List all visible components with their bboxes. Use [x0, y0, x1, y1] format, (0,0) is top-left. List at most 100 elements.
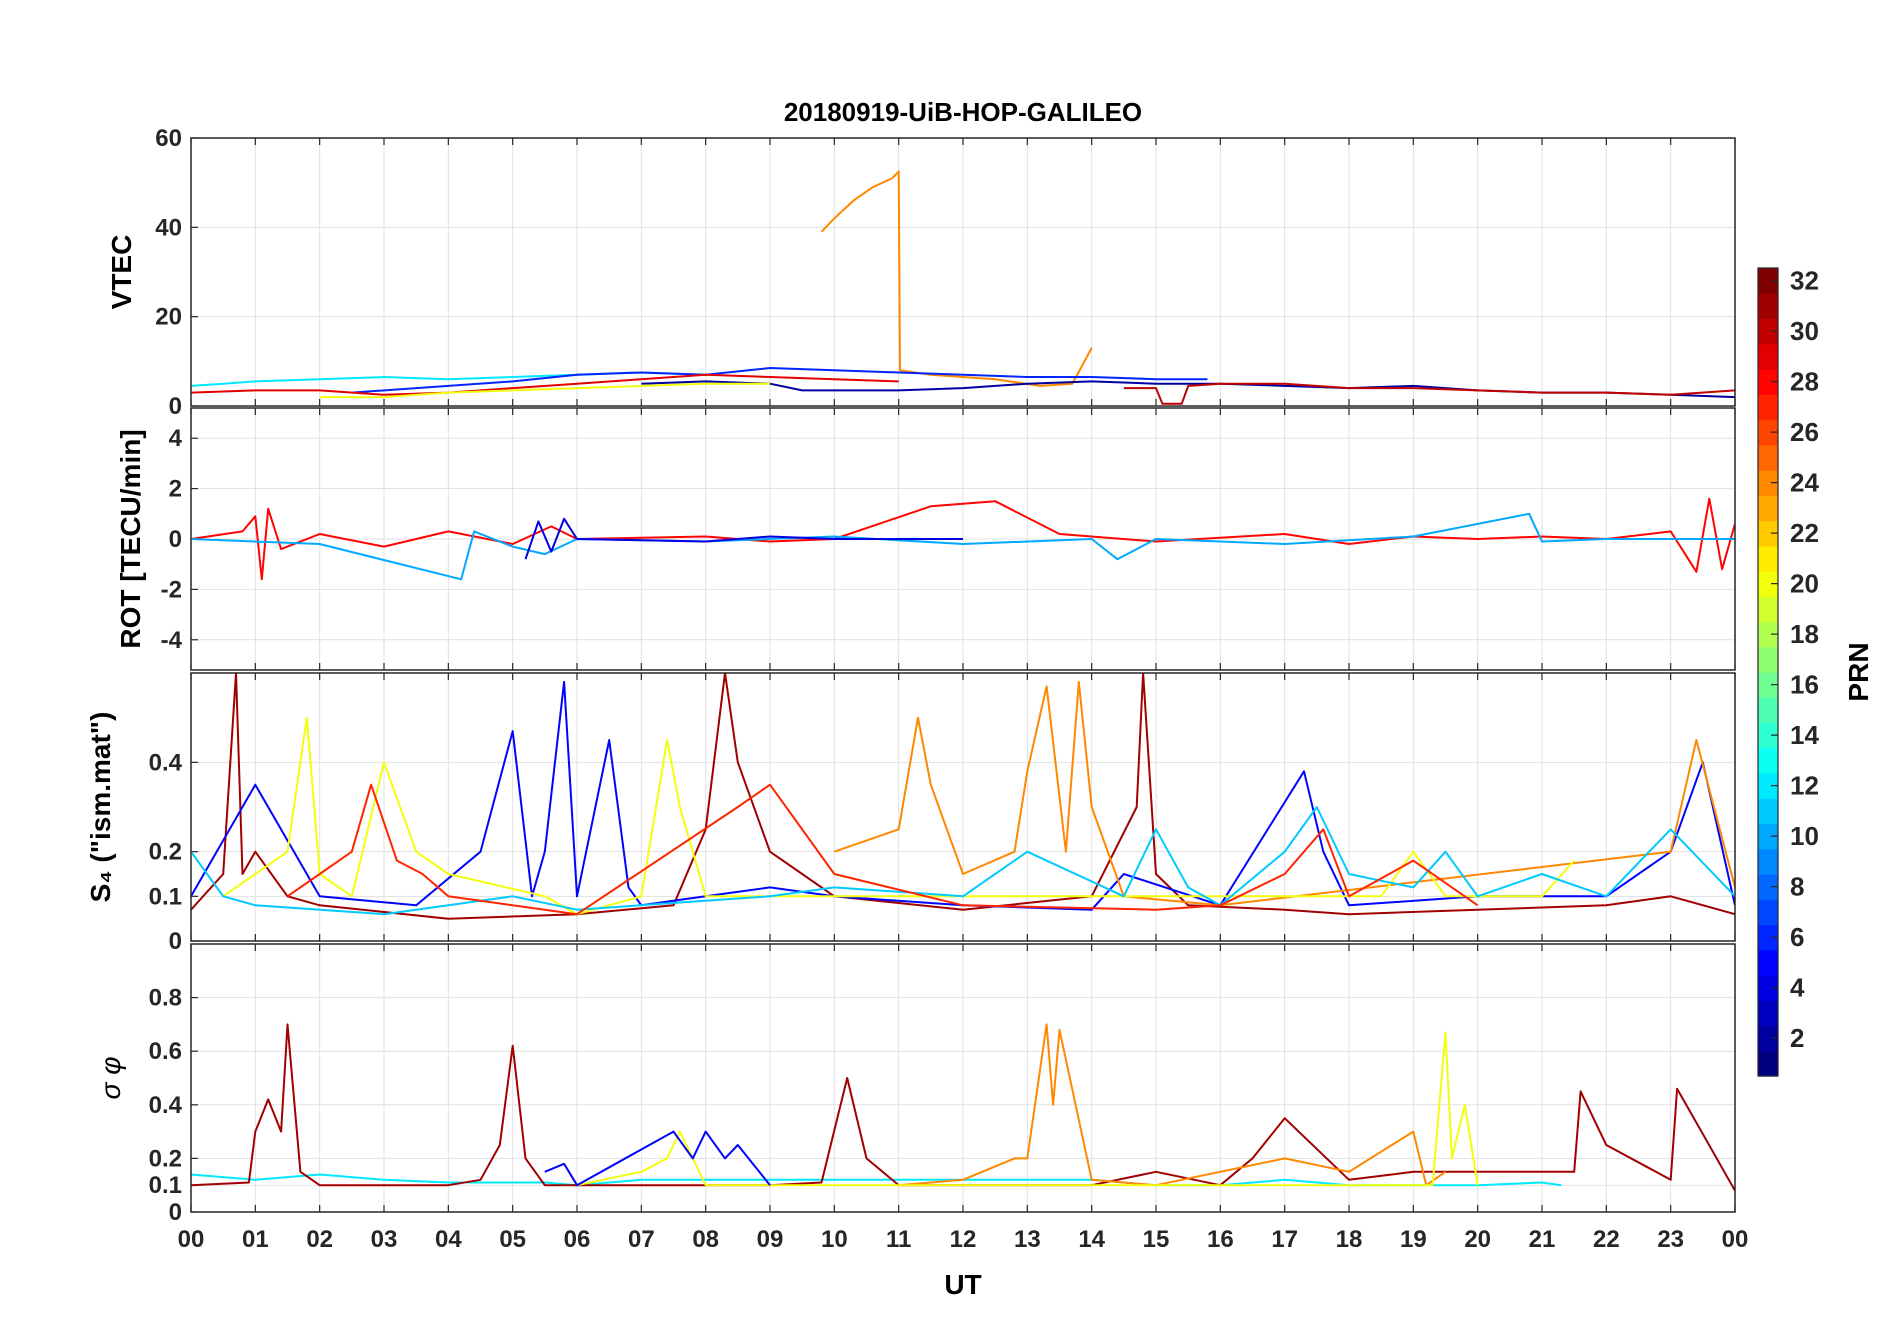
x-tick-label: 08: [692, 1226, 719, 1253]
colorbar-tick-label: 4: [1790, 973, 1805, 1003]
colorbar-cell-prn-23: [1758, 495, 1778, 522]
rot-ytick-label: -2: [161, 576, 182, 603]
colorbar-cell-prn-21: [1758, 545, 1778, 572]
colorbar-cell-prn-13: [1758, 747, 1778, 774]
x-tick-label: 17: [1271, 1226, 1298, 1253]
s4-ylabel: S₄ ("ism.mat"): [85, 712, 116, 903]
x-tick-label: 20: [1464, 1226, 1491, 1253]
x-tick-label: 00: [1722, 1226, 1749, 1253]
rot-ytick-label: -4: [161, 627, 183, 654]
s4-series-prn-27: [286, 783, 1479, 916]
x-tick-label: 14: [1078, 1226, 1105, 1253]
colorbar-cell-prn-18: [1758, 621, 1778, 648]
colorbar-tick-label: 6: [1790, 922, 1804, 952]
rot-ylabel: ROT [TECU/min]: [115, 429, 146, 648]
x-tick-label: 04: [435, 1226, 462, 1253]
colorbar-tick-label: 8: [1790, 872, 1804, 902]
rot-ytick-label: 0: [169, 526, 182, 553]
s4-series-prn-31: [191, 673, 1735, 920]
colorbar-cell-prn-26: [1758, 419, 1778, 446]
x-tick-label: 05: [499, 1226, 526, 1253]
vtec-ylabel: VTEC: [106, 235, 137, 310]
x-tick-label: 03: [371, 1226, 398, 1253]
colorbar-frame: [1757, 267, 1779, 1077]
x-tick-label: 15: [1143, 1226, 1170, 1253]
x-tick-label: 02: [306, 1226, 333, 1253]
rot-panel: -4 -2 0 2 4 ROT [TECU/min]: [115, 407, 1736, 671]
x-tick-label: 21: [1529, 1226, 1556, 1253]
colorbar-tick-label: 2: [1790, 1023, 1804, 1053]
colorbar-cell-prn-31: [1758, 293, 1778, 320]
colorbar-tick-label: 26: [1790, 417, 1819, 447]
x-axis-label: UT: [944, 1269, 981, 1300]
vtec-ytick-label: 40: [155, 214, 182, 241]
colorbar-cell-prn-30: [1758, 318, 1778, 345]
vtec-series-prn-29: [191, 373, 899, 396]
s4-series-prn-11: [191, 806, 1735, 916]
s4-ytick-label: 0.2: [149, 839, 182, 866]
x-tick-label: 11: [886, 1226, 911, 1253]
x-tick-label: 01: [242, 1226, 269, 1253]
sigma-series-prn-31: [191, 1023, 1735, 1192]
sigma-phi-ylabel: σ φ: [95, 1057, 126, 1100]
s4-axes-frame: [190, 672, 1736, 942]
colorbar-cell-prn-10: [1758, 823, 1778, 850]
colorbar-tick-label: 14: [1790, 720, 1819, 750]
colorbar-label: PRN: [1843, 642, 1874, 701]
colorbar-cell-prn-27: [1758, 394, 1778, 421]
colorbar-cell-prn-12: [1758, 773, 1778, 799]
colorbar-cell-prn-1: [1758, 1050, 1778, 1077]
colorbar-cell-prn-14: [1758, 722, 1778, 749]
vtec-series-prn-2: [641, 380, 1735, 399]
x-tick-label: 00: [178, 1226, 205, 1253]
colorbar-tick-label: 30: [1790, 316, 1819, 346]
vtec-ytick-label: 20: [155, 304, 182, 331]
sigma-ytick-label: 0.8: [149, 985, 182, 1012]
rot-axes-frame: [190, 407, 1736, 671]
colorbar-cell-prn-9: [1758, 848, 1778, 875]
sigma-ytick-label: 0: [169, 1199, 182, 1226]
colorbar-tick-label: 20: [1790, 569, 1819, 599]
sigma-ytick-label: 0.6: [149, 1038, 182, 1065]
colorbar-cell-prn-25: [1758, 444, 1778, 471]
s4-ytick-label: 0: [169, 928, 182, 955]
colorbar-cell-prn-16: [1758, 672, 1778, 698]
sigma-phi-axes-frame: [190, 943, 1736, 1213]
colorbar-cell-prn-3: [1758, 1000, 1778, 1027]
x-tick-label: 16: [1207, 1226, 1234, 1253]
vtec-ytick-label: 0: [169, 393, 182, 420]
colorbar-tick-label: 12: [1790, 771, 1819, 801]
x-tick-label: 07: [628, 1226, 655, 1253]
sigma-series-prn-5: [544, 1130, 771, 1187]
colorbar-tick-label: 10: [1790, 821, 1819, 851]
rot-ytick-label: 4: [169, 425, 183, 452]
x-tick-label: 22: [1593, 1226, 1620, 1253]
colorbar-cell-prn-8: [1758, 874, 1778, 900]
s4-panel: 0 0.1 0.2 0.4 S₄ ("ism.mat"): [85, 672, 1736, 955]
colorbar-tick-label: 32: [1790, 266, 1819, 296]
s4-series-prn-24: [833, 680, 1735, 907]
sigma-ytick-label: 0.4: [149, 1092, 183, 1119]
s4-series-prn-5: [191, 680, 1735, 911]
x-axis-ticks: 00 01 02 03 04 05 06 07 08 09 10 11 12 13 14 15 16 17 18 19…: [178, 1226, 1749, 1253]
sigma-phi-panel: 00.10.2 0.4 0.6 0.8 σ φ: [95, 943, 1736, 1226]
colorbar-tick-label: 24: [1790, 468, 1819, 498]
colorbar-cell-prn-4: [1758, 975, 1778, 1001]
x-tick-label: 23: [1657, 1226, 1684, 1253]
colorbar-cell-prn-22: [1758, 520, 1778, 547]
sigma-series-prn-24: [898, 1023, 1447, 1187]
colorbar-cell-prn-7: [1758, 899, 1778, 926]
colorbar-cell-prn-5: [1758, 949, 1778, 976]
x-tick-label: 10: [821, 1226, 848, 1253]
sigma-series-prn-20: [576, 1031, 1479, 1187]
x-tick-label: 18: [1336, 1226, 1363, 1253]
rot-series-prn-10: [191, 512, 1735, 581]
colorbar-cell-prn-17: [1758, 646, 1778, 673]
vtec-ytick-label: 60: [155, 125, 182, 152]
colorbar-cell-prn-19: [1758, 596, 1778, 623]
chart-title: 20180919-UiB-HOP-GALILEO: [784, 97, 1142, 127]
colorbar-cell-prn-24: [1758, 470, 1778, 496]
vtec-series-prn-20: [319, 382, 770, 399]
